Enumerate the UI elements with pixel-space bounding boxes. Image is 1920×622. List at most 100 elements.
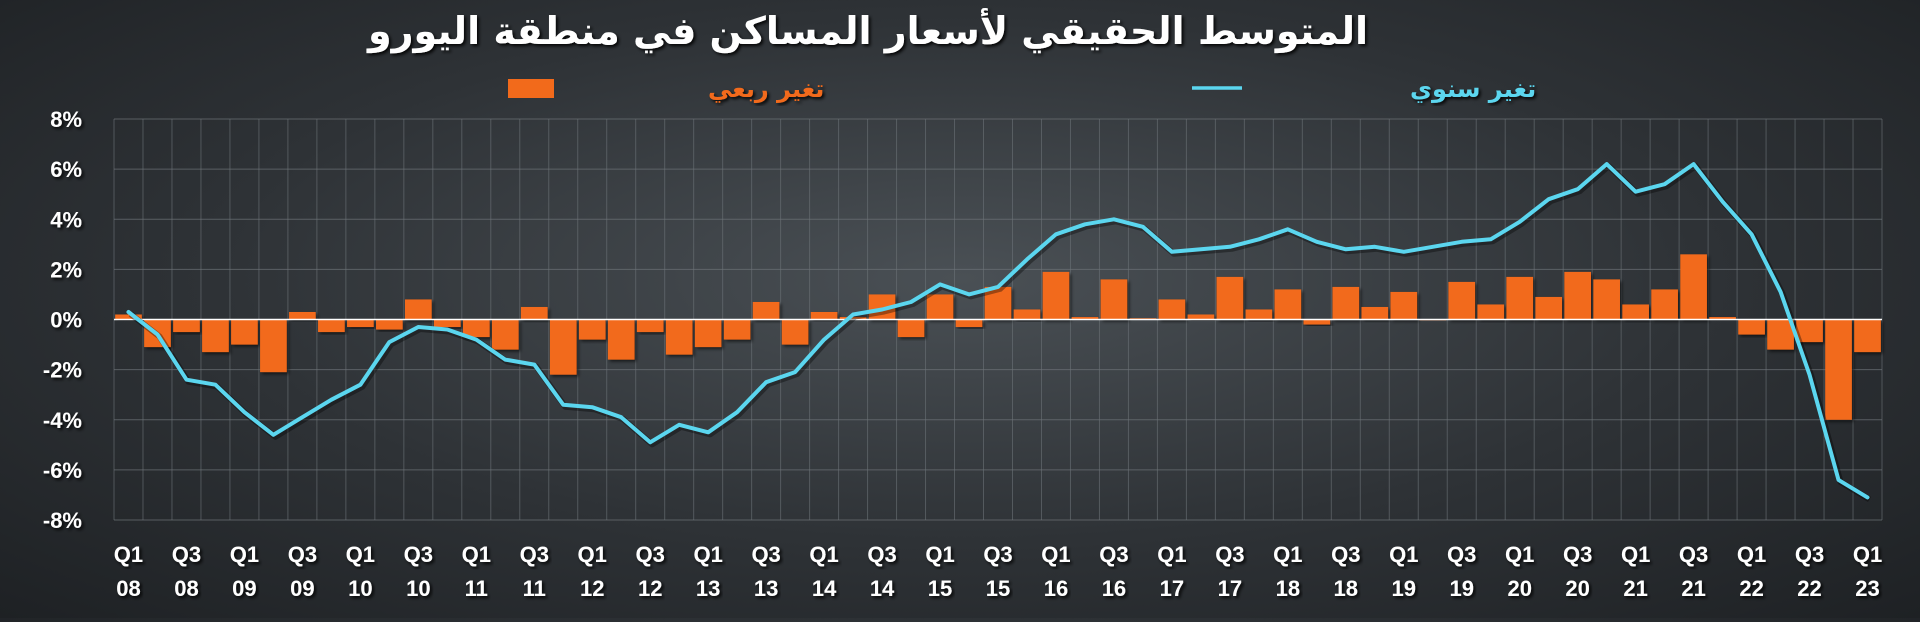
bar-quarterly: [637, 320, 664, 333]
x-tick-label-quarter: Q1: [462, 542, 491, 567]
x-tick-label-year: 14: [812, 576, 837, 601]
x-tick-label-year: 18: [1334, 576, 1358, 601]
y-tick-label: 4%: [50, 207, 82, 232]
x-tick-label-year: 19: [1449, 576, 1473, 601]
bar-quarterly: [608, 320, 635, 360]
bar-quarterly: [1622, 304, 1649, 319]
bar-quarterly: [1390, 292, 1417, 320]
x-tick-label-quarter: Q1: [809, 542, 838, 567]
x-tick-label-quarter: Q1: [1389, 542, 1418, 567]
x-tick-label-year: 11: [523, 576, 546, 601]
x-tick-label-quarter: Q3: [751, 542, 780, 567]
bar-quarterly: [695, 320, 722, 348]
bar-quarterly: [1535, 297, 1562, 320]
bar-quarterly: [1564, 272, 1591, 320]
legend-line-label: تغير سنوي: [1410, 75, 1536, 103]
x-tick-label-year: 21: [1681, 576, 1705, 601]
bar-quarterly: [521, 307, 548, 320]
bar-quarterly: [1332, 287, 1359, 320]
bar-quarterly: [1680, 254, 1707, 319]
bar-quarterly: [318, 320, 345, 333]
bar-quarterly: [1593, 279, 1620, 319]
bar-quarterly: [376, 320, 403, 330]
x-tick-label-year: 09: [290, 576, 314, 601]
x-tick-label-year: 08: [116, 576, 140, 601]
x-tick-label-quarter: Q3: [867, 542, 896, 567]
y-tick-label: -4%: [43, 408, 82, 433]
chart-title: المتوسط الحقيقي لأسعار المساكن في منطقة …: [366, 7, 1368, 54]
bar-quarterly: [1043, 272, 1070, 320]
bar-quarterly: [289, 312, 316, 320]
bar-quarterly: [1651, 289, 1678, 319]
x-tick-label-quarter: Q3: [172, 542, 201, 567]
x-tick-label-quarter: Q3: [1099, 542, 1128, 567]
bar-quarterly: [231, 320, 258, 345]
x-tick-label-year: 13: [754, 576, 778, 601]
bar-quarterly: [405, 299, 432, 319]
x-tick-label-quarter: Q3: [1679, 542, 1708, 567]
x-tick-label-year: 08: [174, 576, 198, 601]
x-tick-label-quarter: Q1: [346, 542, 375, 567]
bar-quarterly: [1188, 314, 1215, 319]
bar-quarterly: [1825, 320, 1852, 420]
bar-quarterly: [1361, 307, 1388, 320]
x-tick-label-quarter: Q3: [1215, 542, 1244, 567]
bar-quarterly: [434, 320, 461, 328]
y-tick-label: -2%: [43, 358, 82, 383]
y-tick-label: 8%: [50, 107, 82, 132]
x-tick-label-year: 10: [348, 576, 372, 601]
bar-quarterly: [1303, 320, 1330, 325]
x-tick-label-year: 13: [696, 576, 720, 601]
x-tick-label-year: 10: [406, 576, 430, 601]
y-tick-label: 2%: [50, 257, 82, 282]
bar-quarterly: [173, 320, 200, 333]
x-tick-label-quarter: Q1: [1853, 542, 1882, 567]
bar-quarterly: [1738, 320, 1765, 335]
annual-line-shadow: [131, 166, 1870, 499]
y-tick-label: -8%: [43, 508, 82, 533]
x-tick-label-year: 17: [1218, 576, 1242, 601]
bar-quarterly: [1448, 282, 1475, 320]
x-tick-label-year: 19: [1392, 576, 1416, 601]
x-tick-label-quarter: Q3: [1331, 542, 1360, 567]
x-tick-label-quarter: Q1: [1041, 542, 1070, 567]
bar-quarterly: [956, 320, 983, 328]
x-tick-label-quarter: Q1: [230, 542, 259, 567]
x-tick-label-year: 12: [638, 576, 662, 601]
legend-bar-label: تغير ربعي: [708, 75, 824, 103]
x-tick-label-year: 22: [1797, 576, 1821, 601]
bar-quarterly: [753, 302, 780, 320]
bar-quarterly: [1477, 304, 1504, 319]
x-tick-label-quarter: Q1: [114, 542, 143, 567]
bar-quarterly: [202, 320, 229, 353]
x-tick-label-quarter: Q3: [1563, 542, 1592, 567]
bar-quarterly: [927, 294, 954, 319]
x-tick-label-year: 16: [1044, 576, 1068, 601]
bar-quarterly: [1506, 277, 1533, 320]
x-tick-label-quarter: Q1: [1157, 542, 1186, 567]
bar-quarterly: [1275, 289, 1302, 319]
x-tick-label-year: 09: [232, 576, 256, 601]
x-tick-label-quarter: Q3: [288, 542, 317, 567]
bar-quarterly: [724, 320, 751, 340]
x-tick-label-year: 23: [1855, 576, 1879, 601]
annual-line-path: [129, 164, 1868, 497]
x-tick-label-year: 21: [1623, 576, 1647, 601]
x-tick-label-quarter: Q1: [693, 542, 722, 567]
x-tick-label-year: 18: [1276, 576, 1300, 601]
x-tick-label-quarter: Q3: [520, 542, 549, 567]
bar-quarterly: [1101, 279, 1128, 319]
x-tick-label-year: 20: [1507, 576, 1531, 601]
x-tick-label-year: 15: [986, 576, 1010, 601]
x-tick-label-quarter: Q3: [404, 542, 433, 567]
bar-quarterly: [260, 320, 287, 373]
legend-bar-swatch: [508, 79, 554, 98]
x-tick-label-year: 16: [1102, 576, 1126, 601]
x-tick-label-quarter: Q1: [1273, 542, 1302, 567]
bar-quarterly: [1159, 299, 1186, 319]
x-tick-label-year: 22: [1739, 576, 1763, 601]
x-tick-label-quarter: Q3: [636, 542, 665, 567]
x-tick-label-year: 15: [928, 576, 952, 601]
bar-quarterly: [550, 320, 577, 375]
